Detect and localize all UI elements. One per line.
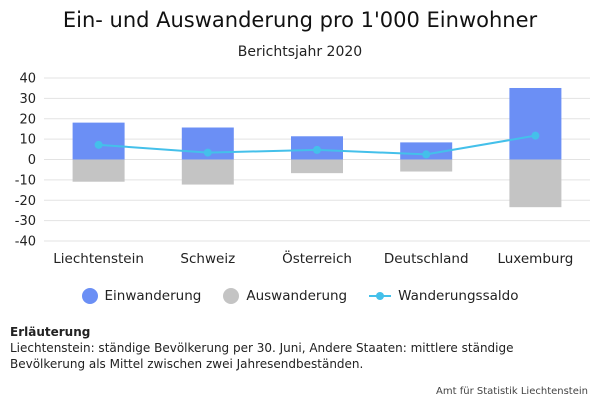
x-tick-label: Liechtenstein [53,251,144,267]
y-tick-label: -40 [15,235,36,250]
bar-auswanderung [400,159,453,172]
x-tick-label: Schweiz [180,251,235,267]
y-tick-label: 30 [19,92,36,107]
x-tick-label: Deutschland [384,251,469,267]
chart-title: Ein- und Auswanderung pro 1'000 Einwohne… [62,8,538,32]
y-tick-label: 10 [19,133,36,148]
axis-labels: 40 30 20 10 0 -10 -20 -30 -40 Liechtenstein Schwei… [15,72,574,268]
x-tick-label: Luxemburg [497,251,573,267]
chart-subtitle: Berichtsjahr 2020 [237,44,363,60]
y-tick-label: 40 [19,72,36,87]
x-tick-label: Österreich [282,249,352,267]
y-tick-label: 20 [19,112,36,127]
saldo-point [94,140,103,149]
bars [72,87,562,208]
saldo-point [203,148,212,157]
y-tick-label: -30 [15,214,36,229]
saldo-legend-icon [369,289,392,303]
legend-item-auswanderung[interactable]: Auswanderung [223,288,347,304]
bar-einwanderung [509,87,562,160]
bar-auswanderung [72,159,125,182]
einwanderung-legend-icon [81,288,98,304]
legend-item-einwanderung[interactable]: Einwanderung [81,288,202,304]
bar-auswanderung [181,159,234,185]
legend: Einwanderung Auswanderung Wanderungssald… [0,288,600,304]
bar-auswanderung [509,159,562,208]
saldo-point [531,131,540,140]
y-tick-label: 0 [28,153,36,168]
y-tick-label: -20 [15,194,36,209]
explanation-note: Erläuterung Liechtenstein: ständige Bevö… [10,324,592,372]
legend-item-saldo[interactable]: Wanderungssaldo [369,288,518,304]
auswanderung-legend-icon [223,288,240,304]
saldo-point [313,145,321,154]
bar-auswanderung [291,159,343,174]
saldo-line-series [94,131,540,159]
y-tick-label: -10 [15,173,36,188]
note-text: Liechtenstein: ständige Bevölkerung per … [10,341,514,371]
note-title: Erläuterung [10,325,91,339]
source-credit: Amt für Statistik Liechtenstein [436,386,588,397]
legend-label-einwanderung: Einwanderung [104,288,202,304]
saldo-point [422,150,431,159]
chart-plot-area: 40 30 20 10 0 -10 -20 -30 -40 Liechtenstein Schwei… [15,72,590,268]
legend-label-saldo: Wanderungssaldo [398,288,519,304]
legend-label-auswanderung: Auswanderung [246,288,348,304]
